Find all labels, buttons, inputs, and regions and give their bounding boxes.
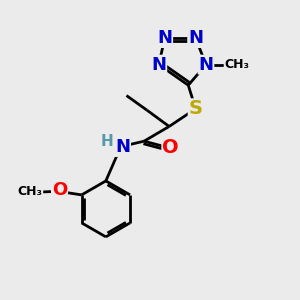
Text: N: N	[157, 29, 172, 47]
Text: S: S	[189, 99, 202, 118]
Text: O: O	[52, 182, 67, 200]
Text: CH₃: CH₃	[224, 58, 249, 71]
Text: CH₃: CH₃	[18, 185, 43, 199]
Text: N: N	[115, 138, 130, 156]
Text: N: N	[151, 56, 166, 74]
Text: O: O	[162, 138, 179, 157]
Text: H: H	[100, 134, 113, 149]
Text: N: N	[198, 56, 213, 74]
Text: N: N	[188, 29, 203, 47]
